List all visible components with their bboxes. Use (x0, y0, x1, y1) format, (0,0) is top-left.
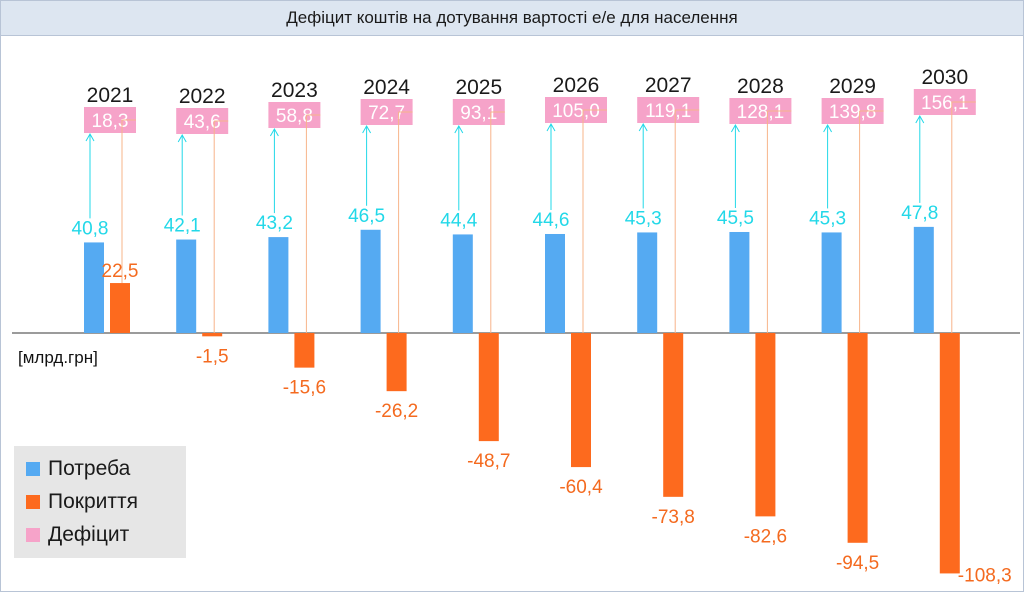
bar-pokryttia-2023 (294, 333, 315, 368)
year-label-2025: 2025 (455, 76, 502, 99)
deficit-label-2026: 105,0 (552, 101, 600, 122)
deficit-label-2029: 139,8 (829, 102, 877, 123)
value-label-pokryttia-2021: 22,5 (102, 261, 139, 282)
deficit-label-2025: 93,1 (460, 103, 497, 124)
bar-pokryttia-2025 (478, 333, 499, 442)
value-label-potreba-2029: 45,3 (809, 208, 846, 229)
value-label-potreba-2028: 45,5 (717, 208, 754, 229)
bar-pokryttia-2030 (939, 333, 960, 574)
value-label-potreba-2021: 40,8 (72, 218, 109, 239)
deficit-label-2028: 128,1 (737, 102, 785, 123)
value-label-pokryttia-2025: -48,7 (467, 451, 510, 472)
arrowhead-potreba-2028 (730, 123, 740, 133)
legend-label-pokryttia: Покриття (48, 490, 138, 513)
arrowhead-potreba-2021 (85, 132, 95, 142)
year-label-2023: 2023 (271, 79, 318, 102)
value-label-potreba-2030: 47,8 (901, 203, 938, 224)
arrowhead-potreba-2029 (823, 123, 833, 133)
bar-pokryttia-2029 (847, 333, 868, 543)
bar-pokryttia-2021 (110, 283, 130, 333)
value-label-potreba-2022: 42,1 (164, 216, 201, 237)
bar-potreba-2028 (729, 231, 750, 333)
deficit-label-2023: 58,8 (276, 106, 313, 127)
arrowhead-potreba-2030 (915, 114, 925, 124)
value-label-potreba-2023: 43,2 (256, 213, 293, 234)
legend-label-deficit: Дефіцит (48, 523, 130, 546)
deficit-label-2030: 156,1 (921, 93, 969, 114)
arrowhead-potreba-2024 (362, 124, 372, 134)
value-label-potreba-2025: 44,4 (440, 210, 477, 231)
deficit-label-2024: 72,7 (368, 103, 405, 124)
year-label-2024: 2024 (363, 76, 410, 99)
value-label-pokryttia-2027: -73,8 (652, 507, 695, 528)
arrowhead-potreba-2022 (177, 133, 187, 143)
legend-swatch-pokryttia (26, 495, 40, 509)
year-label-2029: 2029 (829, 75, 876, 98)
value-label-pokryttia-2023: -15,6 (283, 378, 326, 399)
value-label-pokryttia-2028: -82,6 (744, 526, 787, 547)
arrowhead-potreba-2025 (454, 124, 464, 134)
bar-potreba-2022 (176, 239, 197, 333)
value-label-pokryttia-2030: -108,3 (958, 565, 1012, 586)
bar-pokryttia-2026 (571, 333, 591, 468)
bar-pokryttia-2028 (755, 333, 776, 517)
bar-potreba-2024 (360, 229, 381, 333)
year-label-2022: 2022 (179, 85, 226, 108)
bar-potreba-2021 (84, 242, 104, 333)
bar-pokryttia-2022 (202, 333, 223, 337)
arrowhead-potreba-2023 (269, 127, 279, 137)
legend-item-potreba: Потреба (26, 454, 130, 484)
year-label-2021: 2021 (87, 84, 134, 107)
deficit-label-2021: 18,3 (92, 111, 129, 132)
legend-label-potreba: Потреба (48, 457, 131, 480)
arrowhead-potreba-2026 (546, 122, 556, 132)
value-label-potreba-2024: 46,5 (348, 206, 385, 227)
year-label-2028: 2028 (737, 75, 784, 98)
value-label-pokryttia-2024: -26,2 (375, 401, 418, 422)
legend-swatch-potreba (26, 462, 40, 476)
value-label-pokryttia-2026: -60,4 (559, 477, 603, 498)
bar-pokryttia-2027 (663, 333, 684, 497)
bar-potreba-2030 (913, 226, 934, 333)
year-label-2026: 2026 (553, 74, 600, 97)
deficit-label-2022: 43,6 (184, 112, 221, 133)
year-label-2027: 2027 (645, 74, 692, 97)
legend-item-pokryttia: Покриття (26, 487, 138, 517)
year-label-2030: 2030 (921, 66, 968, 89)
bar-potreba-2026 (545, 233, 565, 333)
arrowhead-potreba-2027 (638, 122, 648, 132)
deficit-label-2027: 119,1 (645, 101, 691, 122)
legend-item-deficit: Дефіцит (26, 520, 129, 550)
value-label-potreba-2026: 44,6 (533, 210, 570, 231)
legend: Потреба Покриття Дефіцит (14, 446, 186, 558)
bar-potreba-2023 (268, 237, 289, 333)
unit-label: [млрд.грн] (18, 348, 98, 367)
chart-title-bar: Дефіцит коштів на дотування вартості е/е… (1, 1, 1023, 36)
bar-potreba-2027 (637, 232, 658, 333)
value-label-pokryttia-2029: -94,5 (836, 553, 879, 574)
bar-potreba-2025 (452, 234, 473, 333)
bar-potreba-2029 (821, 232, 842, 333)
value-label-pokryttia-2022: -1,5 (196, 346, 229, 367)
bar-pokryttia-2024 (386, 333, 407, 392)
value-label-potreba-2027: 45,3 (625, 208, 662, 229)
legend-swatch-deficit (26, 528, 40, 542)
chart-title: Дефіцит коштів на дотування вартості е/е… (286, 8, 738, 27)
